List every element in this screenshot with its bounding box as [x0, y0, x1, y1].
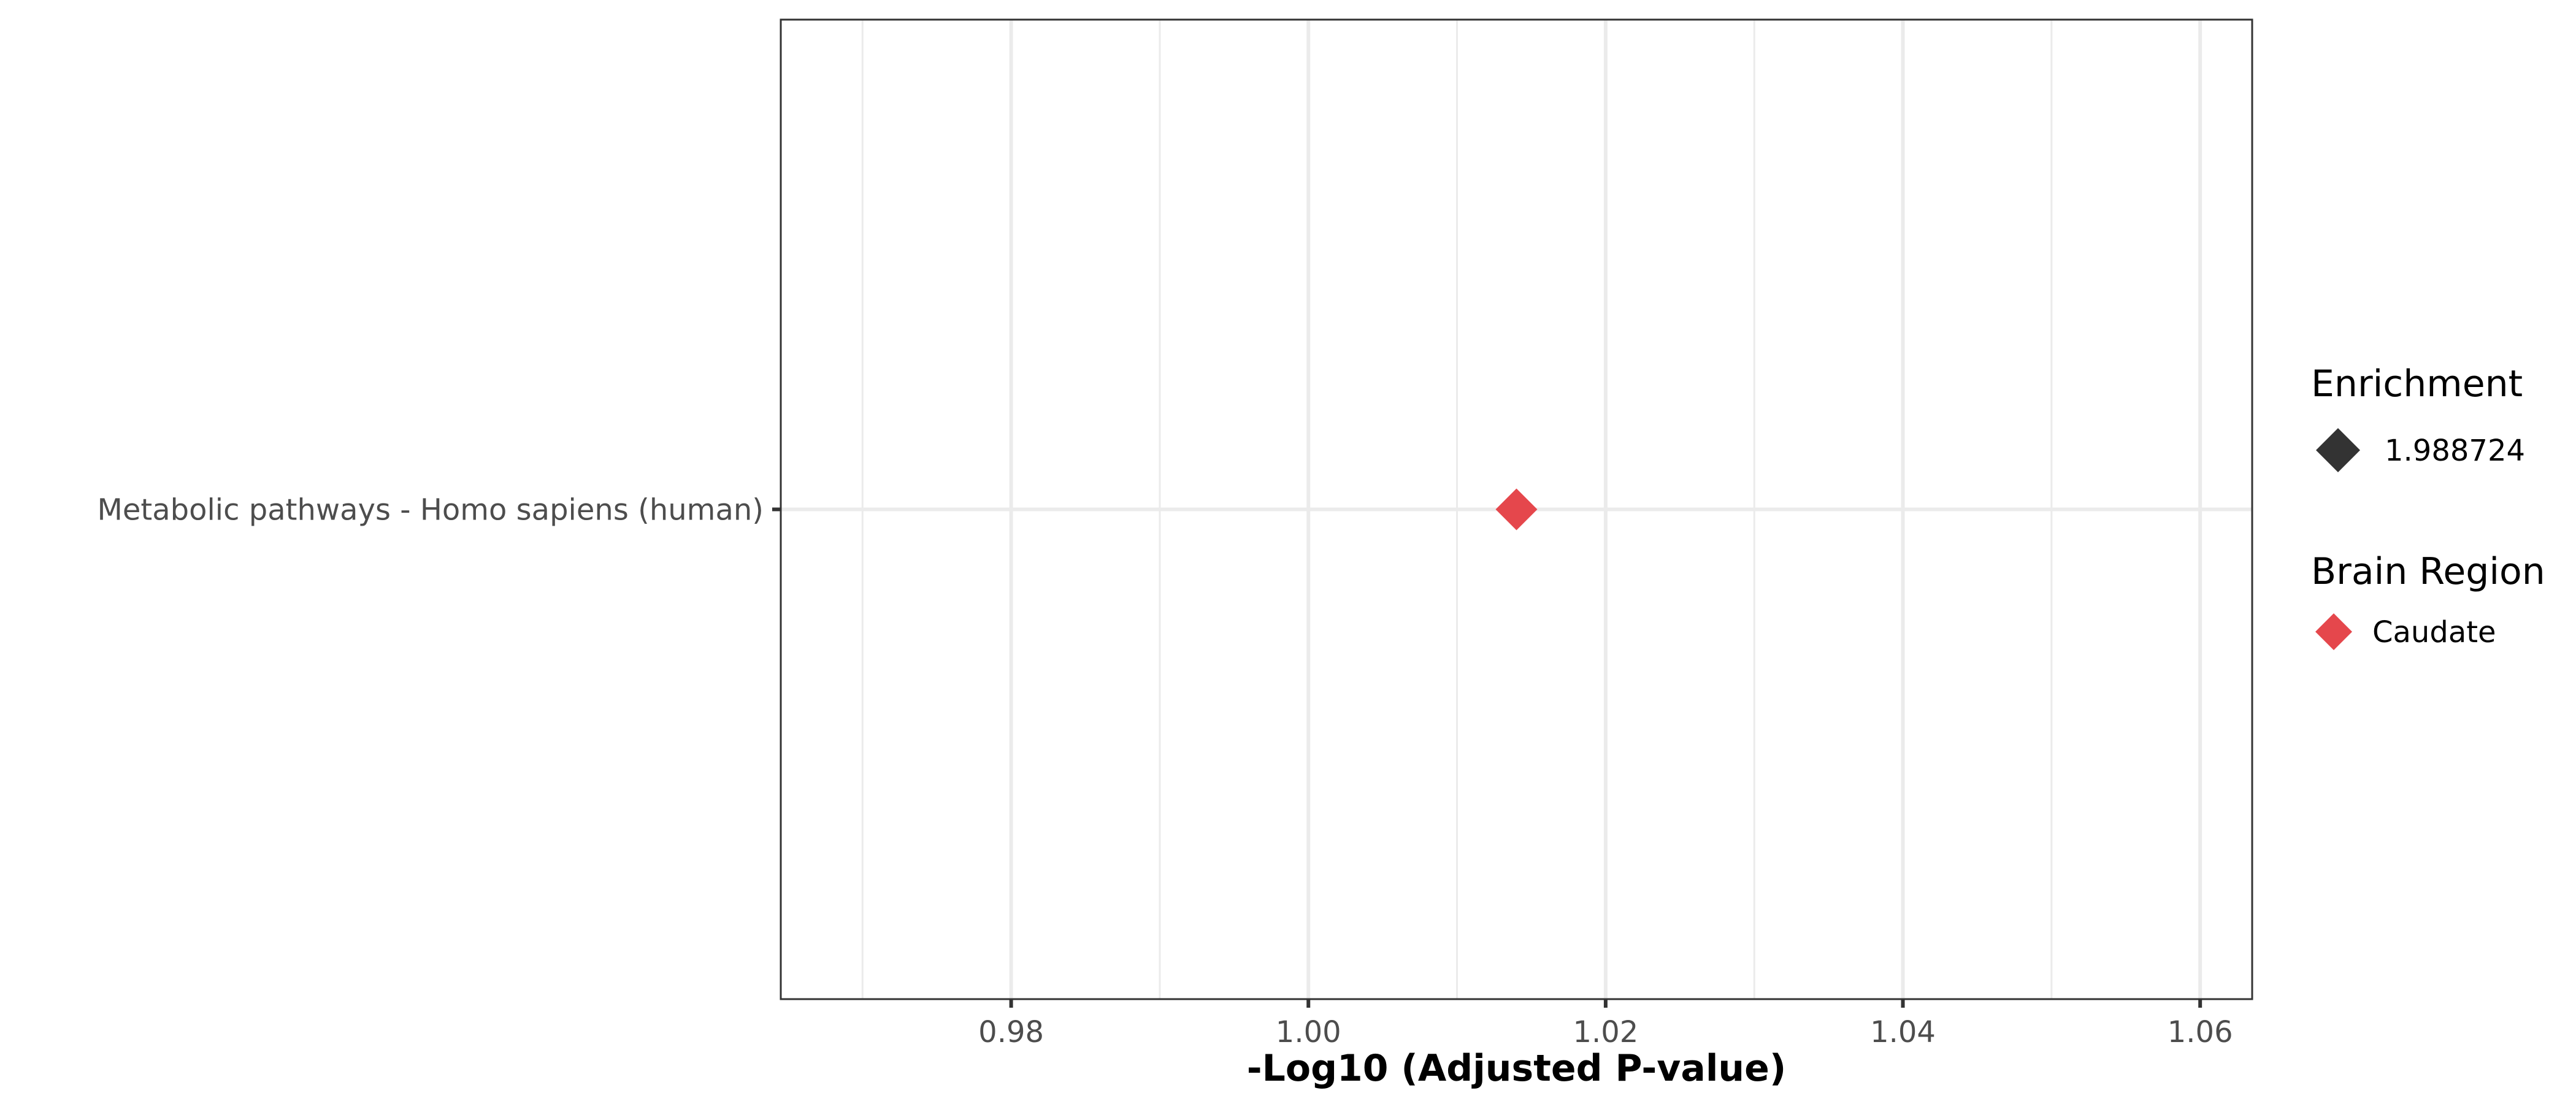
legend-title: Enrichment: [2311, 362, 2523, 405]
legend-key: [2315, 613, 2352, 650]
x-tick-label: 1.02: [1573, 1015, 1638, 1049]
legend-label: Caudate: [2372, 615, 2496, 650]
data-point: [1495, 488, 1538, 531]
x-tick-label: 0.98: [978, 1015, 1044, 1049]
legend-title: Brain Region: [2311, 550, 2545, 593]
grid-lines: [781, 20, 2252, 999]
legend-key: [2316, 428, 2360, 472]
y-axis-ticks: Metabolic pathways - Homo sapiens (human…: [97, 493, 781, 527]
x-axis-ticks: 0.98 1.00 1.02 1.04 1.06: [978, 999, 2233, 1049]
x-tick-label: 1.00: [1276, 1015, 1341, 1049]
x-tick-label: 1.04: [1870, 1015, 1936, 1049]
data-points: [1495, 488, 1538, 531]
x-tick-label: 1.06: [2168, 1015, 2233, 1049]
legend-group: Brain Region Caudate: [2311, 550, 2545, 650]
legend: Enrichment 1.988724 Brain Region Caudate: [2311, 362, 2545, 650]
legend-group: Enrichment 1.988724: [2311, 362, 2525, 472]
y-tick-label: Metabolic pathways - Homo sapiens (human…: [97, 493, 764, 527]
x-axis-title: -Log10 (Adjusted P-value): [1247, 1047, 1787, 1090]
legend-label: 1.988724: [2385, 434, 2525, 468]
